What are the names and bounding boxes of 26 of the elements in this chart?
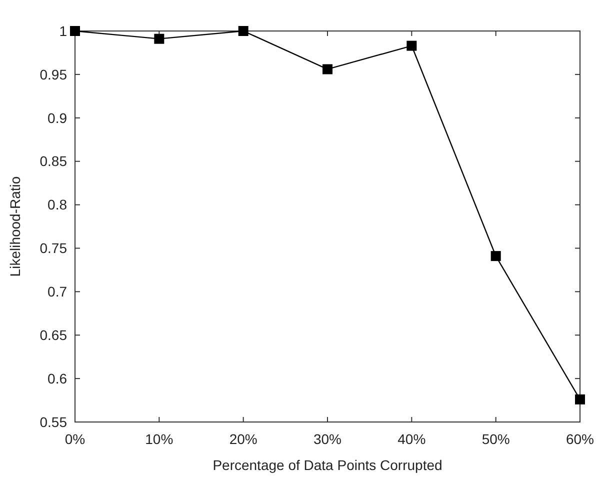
x-tick-label: 30% (313, 431, 342, 447)
x-tick-label: 40% (398, 431, 426, 447)
x-tick-label: 10% (145, 431, 174, 447)
x-tick-label: 0% (64, 431, 86, 447)
y-tick-label: 1 (59, 22, 68, 39)
y-tick-label: 0.85 (40, 153, 68, 170)
y-tick-label: 0.6 (48, 370, 68, 386)
y-tick-label: 0.55 (40, 414, 68, 430)
point (490, 251, 501, 262)
y-tick-label: 0.75 (40, 240, 68, 256)
y-axis-title: Likelihood-Ratio (7, 176, 23, 277)
x-tick-label: 20% (229, 431, 258, 447)
y-tick-label: 0.65 (40, 327, 68, 344)
point (322, 64, 332, 74)
y-tick-label: 0.95 (40, 66, 68, 82)
x-tick-label: 50% (482, 431, 510, 447)
point (238, 26, 248, 36)
point (70, 26, 80, 36)
point (575, 394, 585, 404)
point (154, 34, 164, 44)
y-tick-label: 0.8 (48, 196, 68, 213)
y-tick-label: 0.9 (48, 110, 68, 126)
y-tick-label: 0.7 (48, 284, 68, 300)
point (406, 40, 417, 51)
x-tick-label: 60% (566, 431, 594, 447)
x-axis-title: Percentage of Data Points Corrupted (212, 457, 442, 473)
